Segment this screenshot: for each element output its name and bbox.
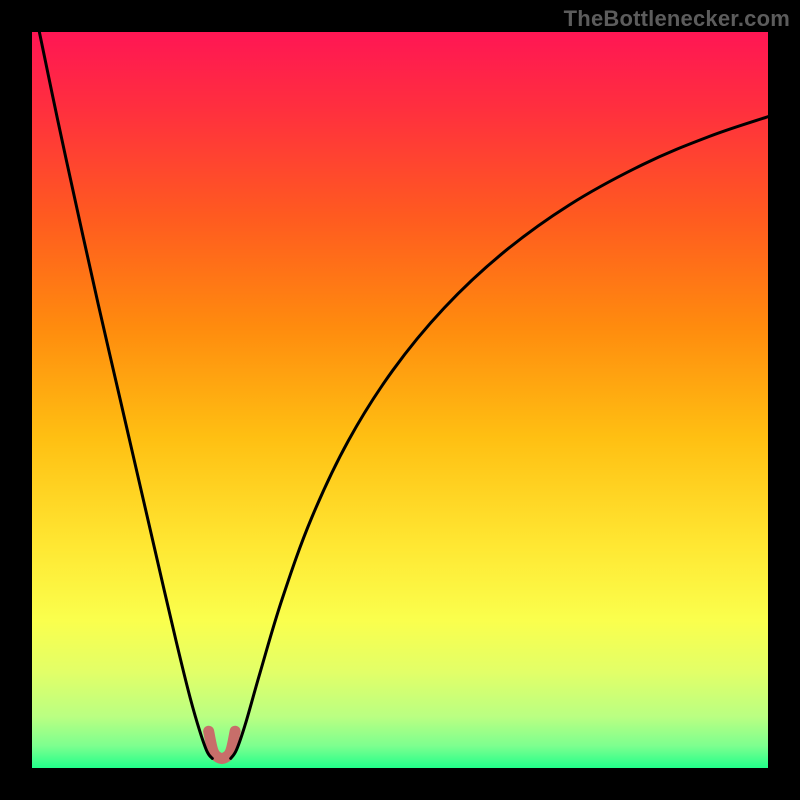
chart-container: TheBottlenecker.com bbox=[0, 0, 800, 800]
watermark-text: TheBottlenecker.com bbox=[564, 6, 790, 32]
plot-area bbox=[32, 32, 768, 768]
gradient-background bbox=[32, 32, 768, 768]
